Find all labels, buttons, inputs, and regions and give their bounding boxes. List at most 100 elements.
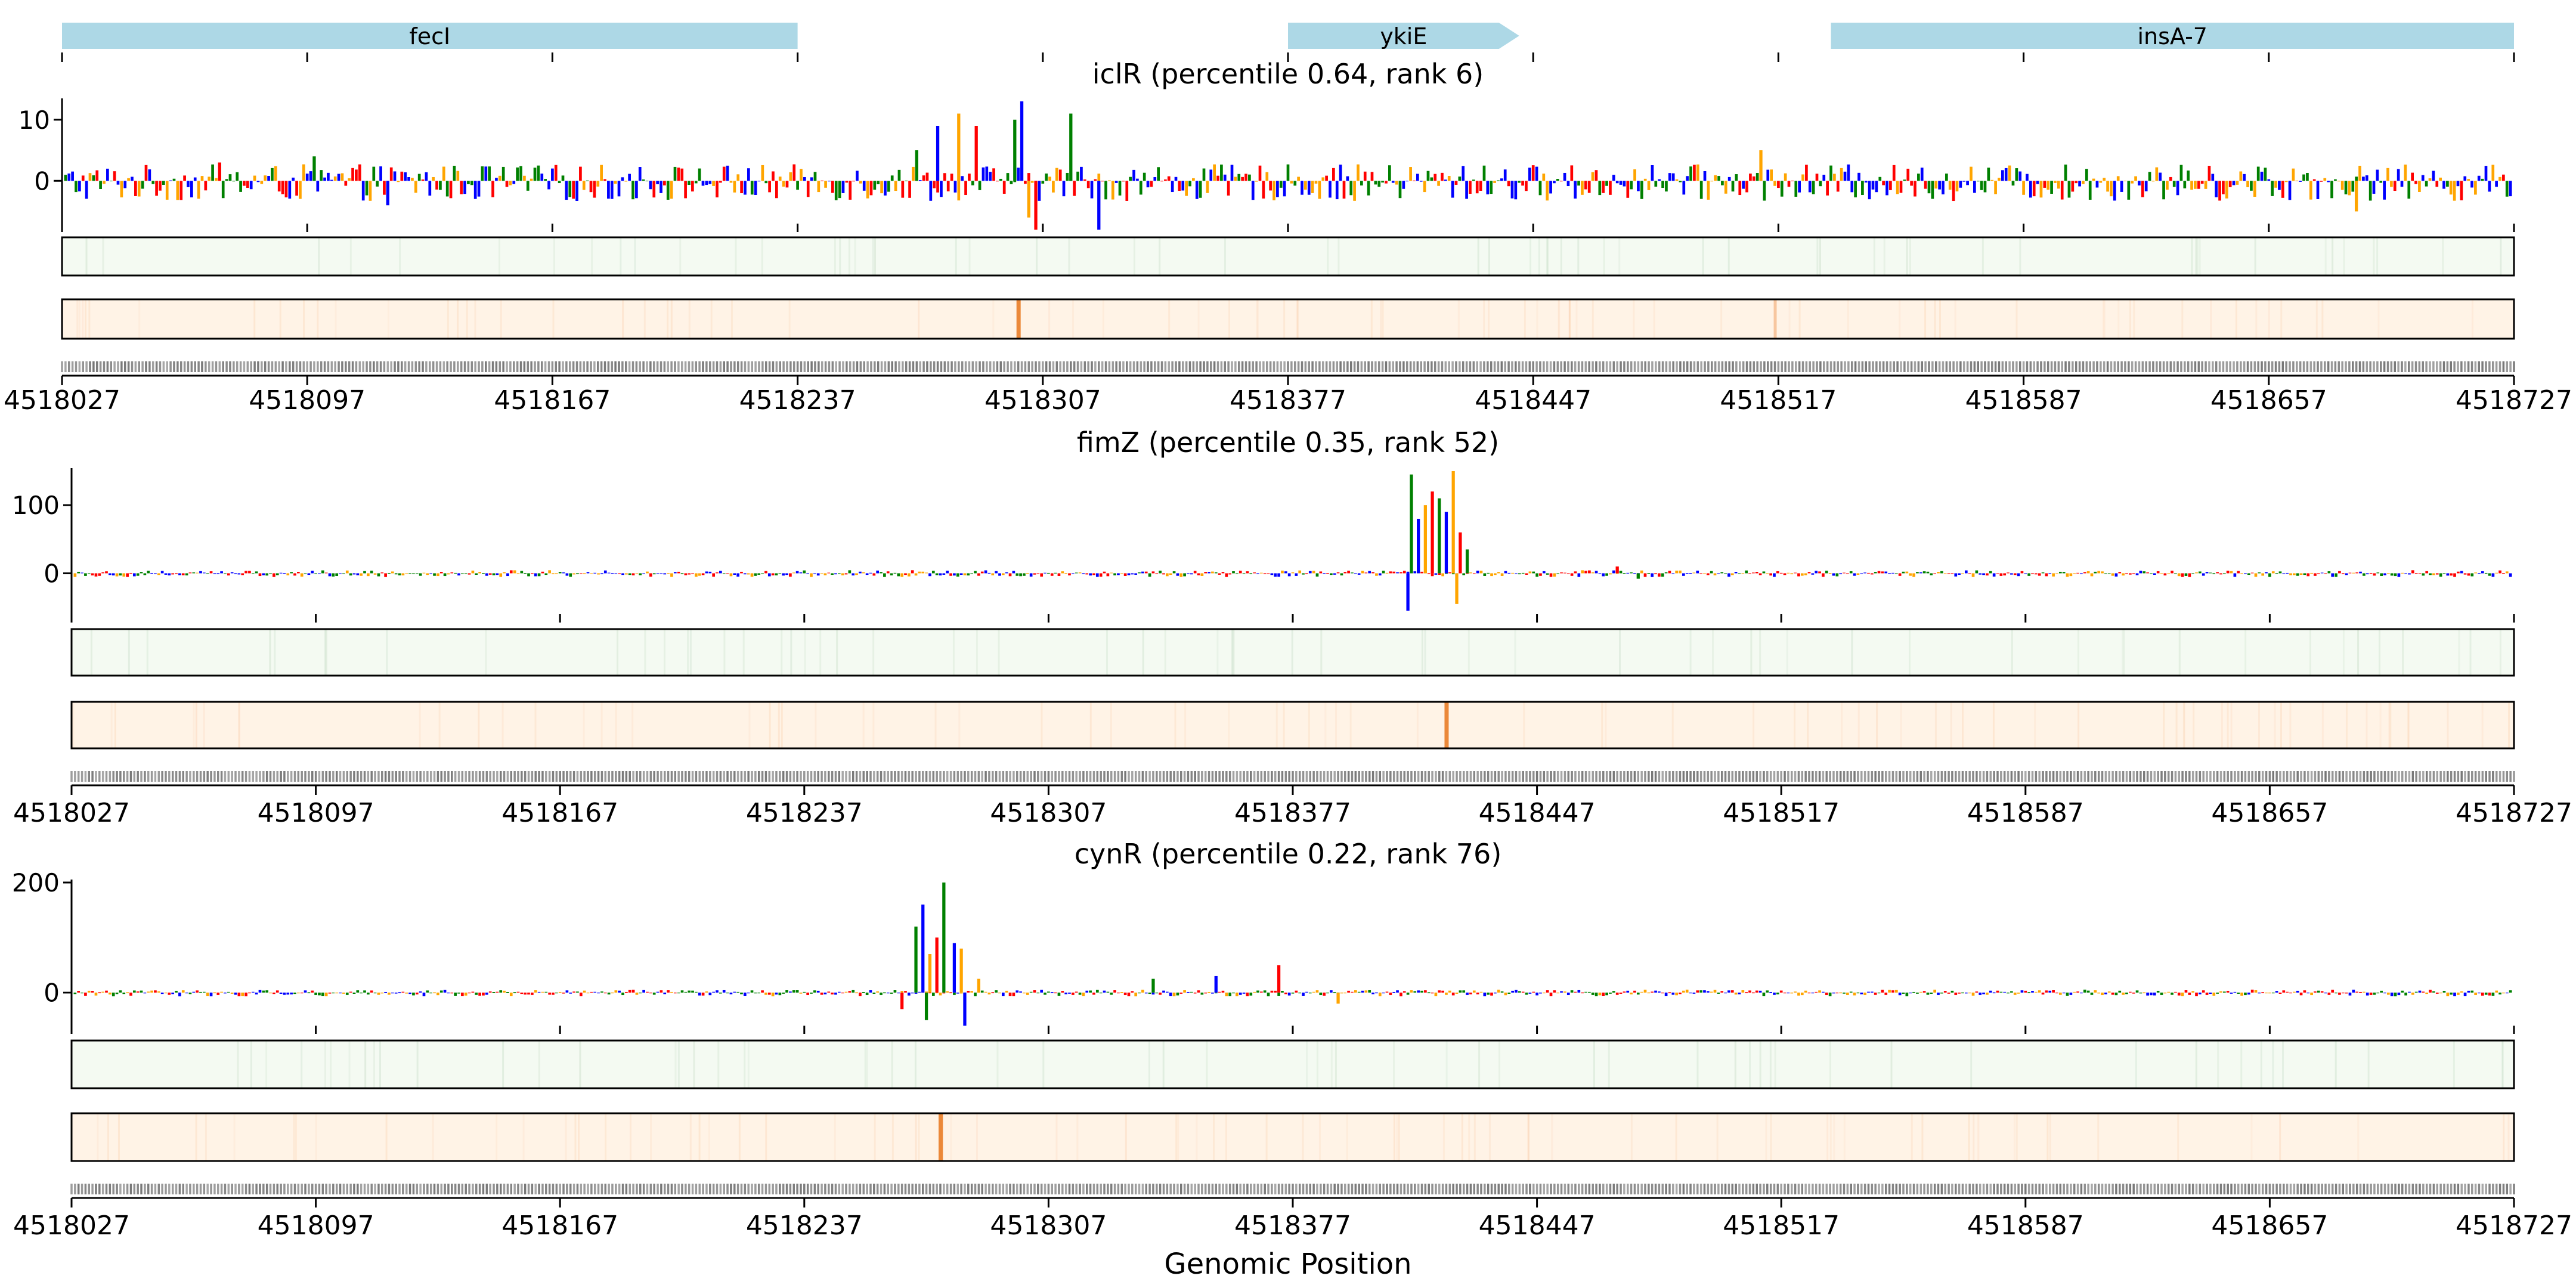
- sequence-base: [562, 771, 565, 782]
- sequence-base: [2035, 771, 2038, 782]
- logo-letter: [439, 572, 443, 574]
- x-axis-tick-label: 4518657: [2211, 798, 2328, 828]
- logo-letter: [943, 173, 946, 181]
- sequence-base: [1951, 1184, 1953, 1194]
- sequence-base: [289, 361, 291, 372]
- logo-letter: [1462, 990, 1466, 993]
- logo-letter: [1193, 992, 1197, 994]
- logo-letter: [188, 572, 192, 574]
- sequence-base: [2153, 771, 2156, 782]
- logo-letter: [2401, 572, 2404, 574]
- logo-letter: [1263, 990, 1267, 993]
- orange-heatmap-cell: [2046, 1113, 2049, 1161]
- logo-letter: [1882, 181, 1885, 185]
- logo-letter: [1843, 992, 1846, 994]
- green-heatmap-cell: [968, 237, 971, 275]
- sequence-base: [1976, 1184, 1978, 1194]
- logo-letter: [1057, 573, 1061, 576]
- logo-letter: [351, 168, 354, 181]
- sequence-base: [2502, 771, 2505, 782]
- orange-heatmap-cell: [2181, 299, 2184, 339]
- orange-heatmap-cell: [1175, 1113, 1178, 1161]
- logo-letter: [552, 573, 555, 575]
- sequence-base: [435, 361, 438, 372]
- sequence-base: [1340, 771, 1343, 782]
- logo-letter: [2058, 992, 2062, 995]
- sequence-base: [2419, 771, 2421, 782]
- sequence-base: [824, 771, 826, 782]
- logo-letter: [1284, 571, 1287, 574]
- sequence-base: [1476, 771, 1479, 782]
- sequence-base: [695, 361, 698, 372]
- orange-heatmap-cell: [233, 1113, 236, 1161]
- sequence-base: [1152, 771, 1154, 782]
- logo-letter: [1218, 573, 1221, 575]
- sequence-base: [2199, 771, 2202, 782]
- logo-letter: [311, 990, 314, 993]
- logo-letter: [1891, 572, 1894, 574]
- sequence-base: [218, 361, 221, 372]
- logo-letter: [527, 573, 530, 577]
- logo-letter: [1259, 572, 1263, 574]
- sequence-base: [1339, 361, 1342, 372]
- logo-letter: [1779, 572, 1783, 574]
- logo-letter: [660, 990, 663, 993]
- logo-letter: [1532, 992, 1535, 993]
- sequence-base: [1627, 361, 1629, 372]
- logo-letter: [701, 181, 705, 186]
- logo-letter: [876, 570, 880, 574]
- logo-letter: [1134, 992, 1138, 996]
- logo-letter: [2078, 181, 2081, 187]
- logo-letter: [2446, 992, 2450, 996]
- sequence-base: [196, 1184, 199, 1194]
- logo-letter: [1487, 572, 1490, 574]
- sequence-base: [1487, 1184, 1490, 1194]
- logo-letter: [2110, 181, 2113, 197]
- sequence-base: [1626, 1184, 1629, 1194]
- sequence-base: [1267, 771, 1270, 782]
- logo-letter: [1367, 181, 1370, 196]
- logo-letter: [236, 172, 239, 181]
- logo-letter: [1773, 992, 1776, 995]
- logo-letter: [297, 572, 300, 574]
- logo-letter: [2142, 571, 2146, 574]
- sequence-base: [572, 1184, 575, 1194]
- sequence-base: [1721, 361, 1724, 372]
- sequence-base: [440, 771, 443, 782]
- logo-letter: [1451, 992, 1455, 996]
- logo-letter: [275, 573, 279, 575]
- sequence-base: [709, 771, 711, 782]
- sequence-base: [2012, 361, 2014, 372]
- orange-heatmap-cell: [82, 299, 84, 339]
- logo-letter: [548, 992, 551, 995]
- logo-letter: [1134, 573, 1138, 575]
- logo-letter: [1947, 573, 1950, 574]
- sequence-base: [485, 771, 488, 782]
- sequence-base: [943, 1184, 945, 1194]
- sequence-base: [946, 1184, 949, 1194]
- logo-letter: [1654, 181, 1658, 187]
- logo-letter: [1812, 181, 1815, 194]
- logo-letter: [98, 992, 101, 993]
- sequence-base: [2268, 771, 2271, 782]
- sequence-base: [702, 1184, 704, 1194]
- sequence-base: [1047, 1184, 1050, 1194]
- logo-letter: [1214, 572, 1218, 574]
- orange-heatmap-peak: [1016, 299, 1021, 339]
- logo-letter: [1807, 572, 1811, 574]
- sequence-base: [281, 361, 284, 372]
- sequence-base: [2064, 361, 2067, 372]
- sequence-base: [327, 361, 330, 372]
- logo-letter: [220, 571, 223, 574]
- sequence-base: [1518, 1184, 1521, 1194]
- logo-letter: [157, 991, 160, 993]
- logo-letter: [1870, 991, 1874, 993]
- sequence-base: [339, 1184, 342, 1194]
- logo-letter: [211, 164, 214, 181]
- sequence-base: [398, 771, 401, 782]
- logo-letter: [1378, 992, 1382, 996]
- logo-letter: [698, 573, 701, 576]
- sequence-base: [970, 771, 973, 782]
- logo-letter: [355, 169, 358, 181]
- sequence-base: [1648, 771, 1650, 782]
